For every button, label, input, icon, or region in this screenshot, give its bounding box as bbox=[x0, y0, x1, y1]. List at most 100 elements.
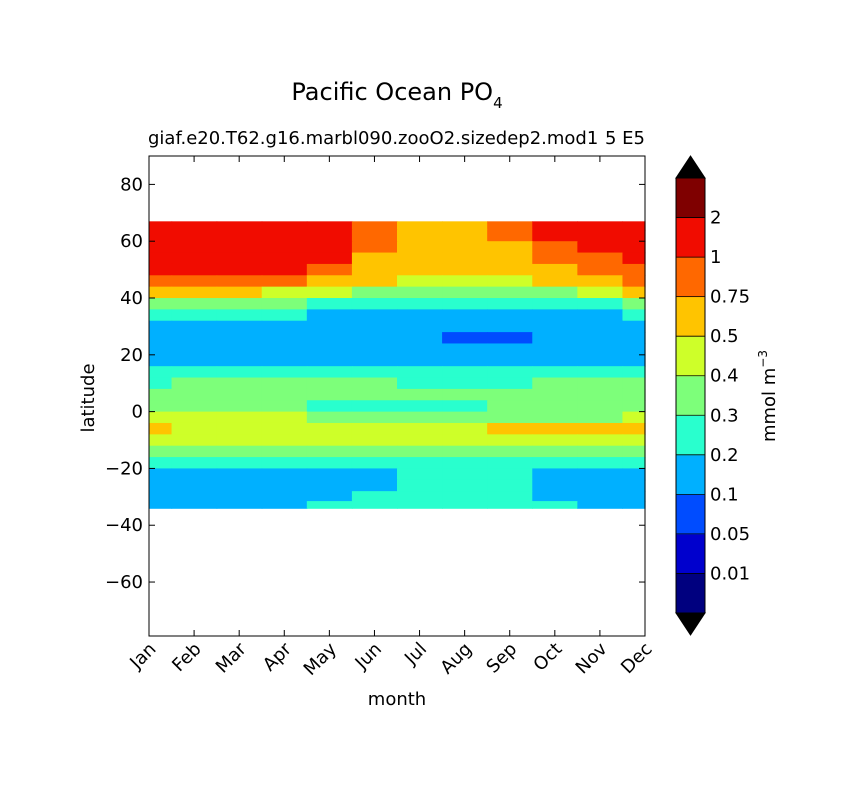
contour-cell bbox=[306, 229, 353, 242]
contour-cell bbox=[622, 422, 646, 435]
contour-cell bbox=[351, 298, 398, 310]
contour-cell bbox=[261, 445, 308, 458]
contour-cell bbox=[577, 422, 624, 435]
contour-cell bbox=[216, 343, 263, 356]
contour-cell bbox=[577, 275, 624, 288]
contour-cell bbox=[532, 388, 578, 401]
contour-cell bbox=[216, 434, 263, 447]
contour-cell bbox=[306, 479, 353, 492]
contour-cell bbox=[622, 388, 646, 401]
contour-cell bbox=[261, 491, 308, 502]
contour-cell bbox=[532, 366, 578, 379]
y-tick-label: 80 bbox=[120, 174, 143, 195]
contour-cell bbox=[397, 275, 443, 288]
contour-cell bbox=[351, 468, 398, 481]
contour-cell bbox=[532, 286, 578, 299]
contour-cell bbox=[306, 422, 353, 435]
y-tick-label: 0 bbox=[132, 402, 143, 423]
colorbar-swatch bbox=[676, 375, 705, 416]
contour-cell bbox=[216, 332, 263, 345]
contour-cell bbox=[622, 298, 646, 310]
contour-cell bbox=[149, 332, 173, 345]
contour-cell bbox=[261, 388, 308, 401]
contour-cell bbox=[149, 445, 173, 458]
contour-cell bbox=[532, 221, 578, 231]
contour-cell bbox=[622, 400, 646, 413]
contour-cell bbox=[306, 377, 353, 390]
contour-cell bbox=[532, 491, 578, 502]
contour-cell bbox=[577, 241, 624, 254]
contour-cell bbox=[171, 445, 218, 458]
contour-cell bbox=[351, 343, 398, 356]
contour-cell bbox=[306, 491, 353, 502]
contour-cell bbox=[442, 275, 488, 288]
contour-cell bbox=[622, 491, 646, 502]
contour-cell bbox=[351, 445, 398, 458]
contour-cell bbox=[216, 445, 263, 458]
contour-cell bbox=[351, 400, 398, 413]
contour-cell bbox=[622, 434, 646, 447]
contour-cell bbox=[622, 479, 646, 492]
contour-cell bbox=[351, 354, 398, 367]
colorbar-label: mmol m−3 bbox=[756, 350, 780, 442]
contour-cell bbox=[351, 479, 398, 492]
contour-cell bbox=[442, 491, 488, 502]
contour-cell bbox=[487, 320, 533, 333]
contour-cell bbox=[577, 445, 624, 458]
contour-cell bbox=[171, 241, 218, 254]
contour-cell bbox=[261, 434, 308, 447]
contour-cell bbox=[306, 252, 353, 265]
contour-cell bbox=[171, 354, 218, 367]
contour-cell bbox=[442, 501, 488, 509]
contour-cell bbox=[622, 309, 646, 322]
contour-cell bbox=[351, 309, 398, 322]
contour-cell bbox=[261, 468, 308, 481]
contour-cell bbox=[261, 252, 308, 265]
contour-cell bbox=[577, 479, 624, 492]
colorbar-swatch bbox=[676, 257, 705, 298]
contour-cell bbox=[487, 388, 533, 401]
contour-cell bbox=[532, 479, 578, 492]
contour-cell bbox=[397, 388, 443, 401]
contour-cell bbox=[216, 298, 263, 310]
colorbar-tick-label: 2 bbox=[710, 208, 721, 229]
contour-cell bbox=[487, 298, 533, 310]
contour-cell bbox=[442, 479, 488, 492]
contour-cell bbox=[216, 388, 263, 401]
contour-cell bbox=[149, 388, 173, 401]
contour-cell bbox=[397, 229, 443, 242]
contour-cell bbox=[532, 354, 578, 367]
contour-cell bbox=[306, 320, 353, 333]
contour-cell bbox=[487, 286, 533, 299]
contour-cell bbox=[532, 332, 578, 345]
contour-cell bbox=[532, 241, 578, 254]
contour-cell bbox=[622, 332, 646, 345]
colorbar-swatch bbox=[676, 494, 705, 535]
contour-cell bbox=[397, 320, 443, 333]
contour-cell bbox=[397, 400, 443, 413]
contour-cell bbox=[306, 501, 353, 509]
contour-cell bbox=[171, 309, 218, 322]
contour-cell bbox=[487, 377, 533, 390]
contour-cell bbox=[397, 298, 443, 310]
contour-cell bbox=[622, 343, 646, 356]
contour-cell bbox=[261, 422, 308, 435]
contour-cell bbox=[216, 479, 263, 492]
contour-cell bbox=[261, 354, 308, 367]
contour-cell bbox=[577, 366, 624, 379]
plot-frame bbox=[148, 155, 646, 637]
colorbar-tick-label: 0.05 bbox=[710, 524, 750, 545]
contour-cell bbox=[171, 479, 218, 492]
contour-cell bbox=[577, 332, 624, 345]
contour-cell bbox=[306, 286, 353, 299]
contour-cell bbox=[532, 229, 578, 242]
contour-cell bbox=[577, 343, 624, 356]
contour-cell bbox=[216, 457, 263, 470]
contour-cell bbox=[216, 491, 263, 502]
contour-cell bbox=[306, 434, 353, 447]
contour-cell bbox=[442, 468, 488, 481]
contour-field bbox=[149, 156, 646, 636]
contour-cell bbox=[261, 263, 308, 276]
contour-cell bbox=[532, 411, 578, 424]
contour-cell bbox=[622, 411, 646, 424]
